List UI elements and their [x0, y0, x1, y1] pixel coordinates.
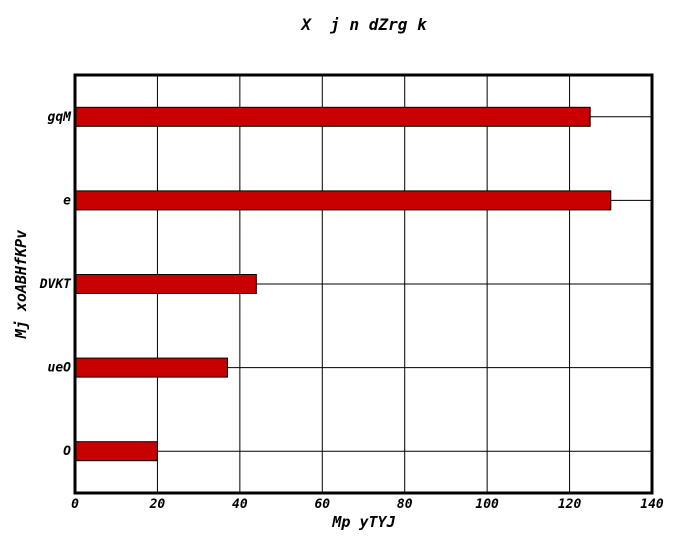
- x-tick-label: 140: [640, 497, 664, 512]
- y-category-label: ueO: [48, 361, 72, 376]
- chart-title: X j n dZrg k: [299, 15, 428, 34]
- y-category-label: e: [63, 193, 71, 208]
- x-tick-label: 100: [475, 497, 499, 512]
- bar-O: [74, 441, 158, 462]
- x-tick-label: 20: [149, 497, 166, 512]
- bar-gqM: [74, 106, 591, 127]
- y-category-label: gqM: [48, 110, 73, 125]
- x-tick-label: 0: [71, 497, 79, 512]
- plot-frame: [73, 73, 654, 495]
- x-tick-label: 80: [397, 497, 413, 512]
- x-tick-label: 40: [232, 497, 248, 512]
- x-axis-title: Mp yTYJ: [331, 513, 395, 531]
- bar-layer: [74, 106, 612, 462]
- x-tick-label: 120: [558, 497, 582, 512]
- bar-ueO: [74, 357, 228, 378]
- y-category-label: DVKT: [39, 277, 72, 292]
- bar-e: [74, 190, 612, 211]
- y-axis-title: Mj xoABHfKPv: [12, 229, 30, 339]
- y-category-label: O: [63, 444, 71, 459]
- x-tick-label: 60: [314, 497, 330, 512]
- x-tick-labels: 0 20 40 60 80 100 120 140: [71, 497, 664, 512]
- bar-DVKT: [74, 274, 257, 294]
